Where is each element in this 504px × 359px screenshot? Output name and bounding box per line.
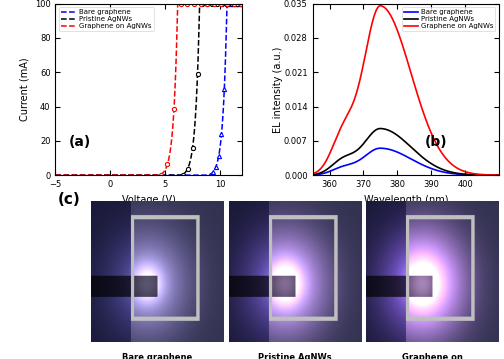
Bare graphene: [224, 1, 230, 6]
Graphene on AgNWs: [377, 4, 384, 8]
Pristine AgNWs: [447, 170, 453, 174]
Text: (c): (c): [57, 192, 81, 208]
Pristine AgNWs: [471, 173, 477, 177]
Bare graphene: [244, 1, 250, 6]
X-axis label: Voltage (V): Voltage (V): [121, 195, 175, 205]
Graphene on AgNWs: [244, 1, 250, 6]
Text: (b): (b): [424, 135, 447, 149]
Pristine AgNWs: [244, 1, 250, 6]
Graphene on AgNWs: [249, 1, 256, 6]
Bare graphene: [447, 171, 453, 176]
Graphene on AgNWs: [244, 1, 250, 6]
Graphene on AgNWs: [303, 173, 309, 177]
Bare graphene: [324, 170, 330, 174]
Pristine AgNWs: [388, 129, 394, 134]
Graphene on AgNWs: [467, 171, 473, 175]
Bare graphene: [388, 148, 394, 152]
Line: Graphene on AgNWs: Graphene on AgNWs: [306, 6, 504, 175]
Pristine AgNWs: [208, 1, 214, 6]
Y-axis label: Current (mA): Current (mA): [19, 57, 29, 121]
Bare graphene: [148, 173, 154, 177]
Bare graphene: [62, 173, 69, 177]
Line: Pristine AgNWs: Pristine AgNWs: [306, 129, 504, 175]
Graphene on AgNWs: [148, 173, 154, 177]
Bare graphene: [208, 172, 214, 176]
X-axis label: Wavelength (nm): Wavelength (nm): [363, 195, 448, 205]
Pristine AgNWs: [303, 173, 309, 177]
Graphene on AgNWs: [143, 173, 149, 177]
Bare graphene: [249, 1, 256, 6]
Line: Bare graphene: Bare graphene: [306, 148, 504, 175]
Pristine AgNWs: [52, 173, 58, 177]
Line: Graphene on AgNWs: Graphene on AgNWs: [55, 4, 253, 175]
Graphene on AgNWs: [62, 173, 69, 177]
Text: (a): (a): [69, 135, 91, 149]
Bare graphene: [143, 173, 149, 177]
Bare graphene: [377, 146, 384, 150]
Bare graphene: [244, 1, 250, 6]
Graphene on AgNWs: [388, 14, 394, 18]
Graphene on AgNWs: [324, 157, 330, 161]
Graphene on AgNWs: [471, 172, 477, 176]
Bare graphene: [52, 173, 58, 177]
Pristine AgNWs: [148, 173, 154, 177]
Pristine AgNWs: [244, 1, 250, 6]
Pristine AgNWs: [143, 173, 149, 177]
Graphene on AgNWs: [396, 32, 402, 36]
Pristine AgNWs: [324, 167, 330, 171]
Pristine AgNWs: [396, 134, 402, 138]
Bare graphene: [471, 173, 477, 177]
Legend: Bare graphene, Pristine AgNWs, Graphene on AgNWs: Bare graphene, Pristine AgNWs, Graphene …: [402, 7, 495, 31]
Graphene on AgNWs: [447, 161, 453, 165]
Bare graphene: [396, 150, 402, 155]
Pristine AgNWs: [467, 172, 473, 177]
Pristine AgNWs: [62, 173, 69, 177]
Pristine AgNWs: [249, 1, 256, 6]
Graphene on AgNWs: [175, 1, 181, 6]
Legend: Bare graphene, Pristine AgNWs, Graphene on AgNWs: Bare graphene, Pristine AgNWs, Graphene …: [59, 7, 154, 31]
Graphene on AgNWs: [208, 1, 214, 6]
Graphene on AgNWs: [52, 173, 58, 177]
Bare graphene: [303, 173, 309, 177]
Pristine AgNWs: [377, 126, 384, 131]
Y-axis label: EL intensity (a.u.): EL intensity (a.u.): [273, 46, 283, 132]
Bare graphene: [467, 173, 473, 177]
Line: Bare graphene: Bare graphene: [55, 4, 253, 175]
Pristine AgNWs: [197, 1, 203, 6]
Line: Pristine AgNWs: Pristine AgNWs: [55, 4, 253, 175]
